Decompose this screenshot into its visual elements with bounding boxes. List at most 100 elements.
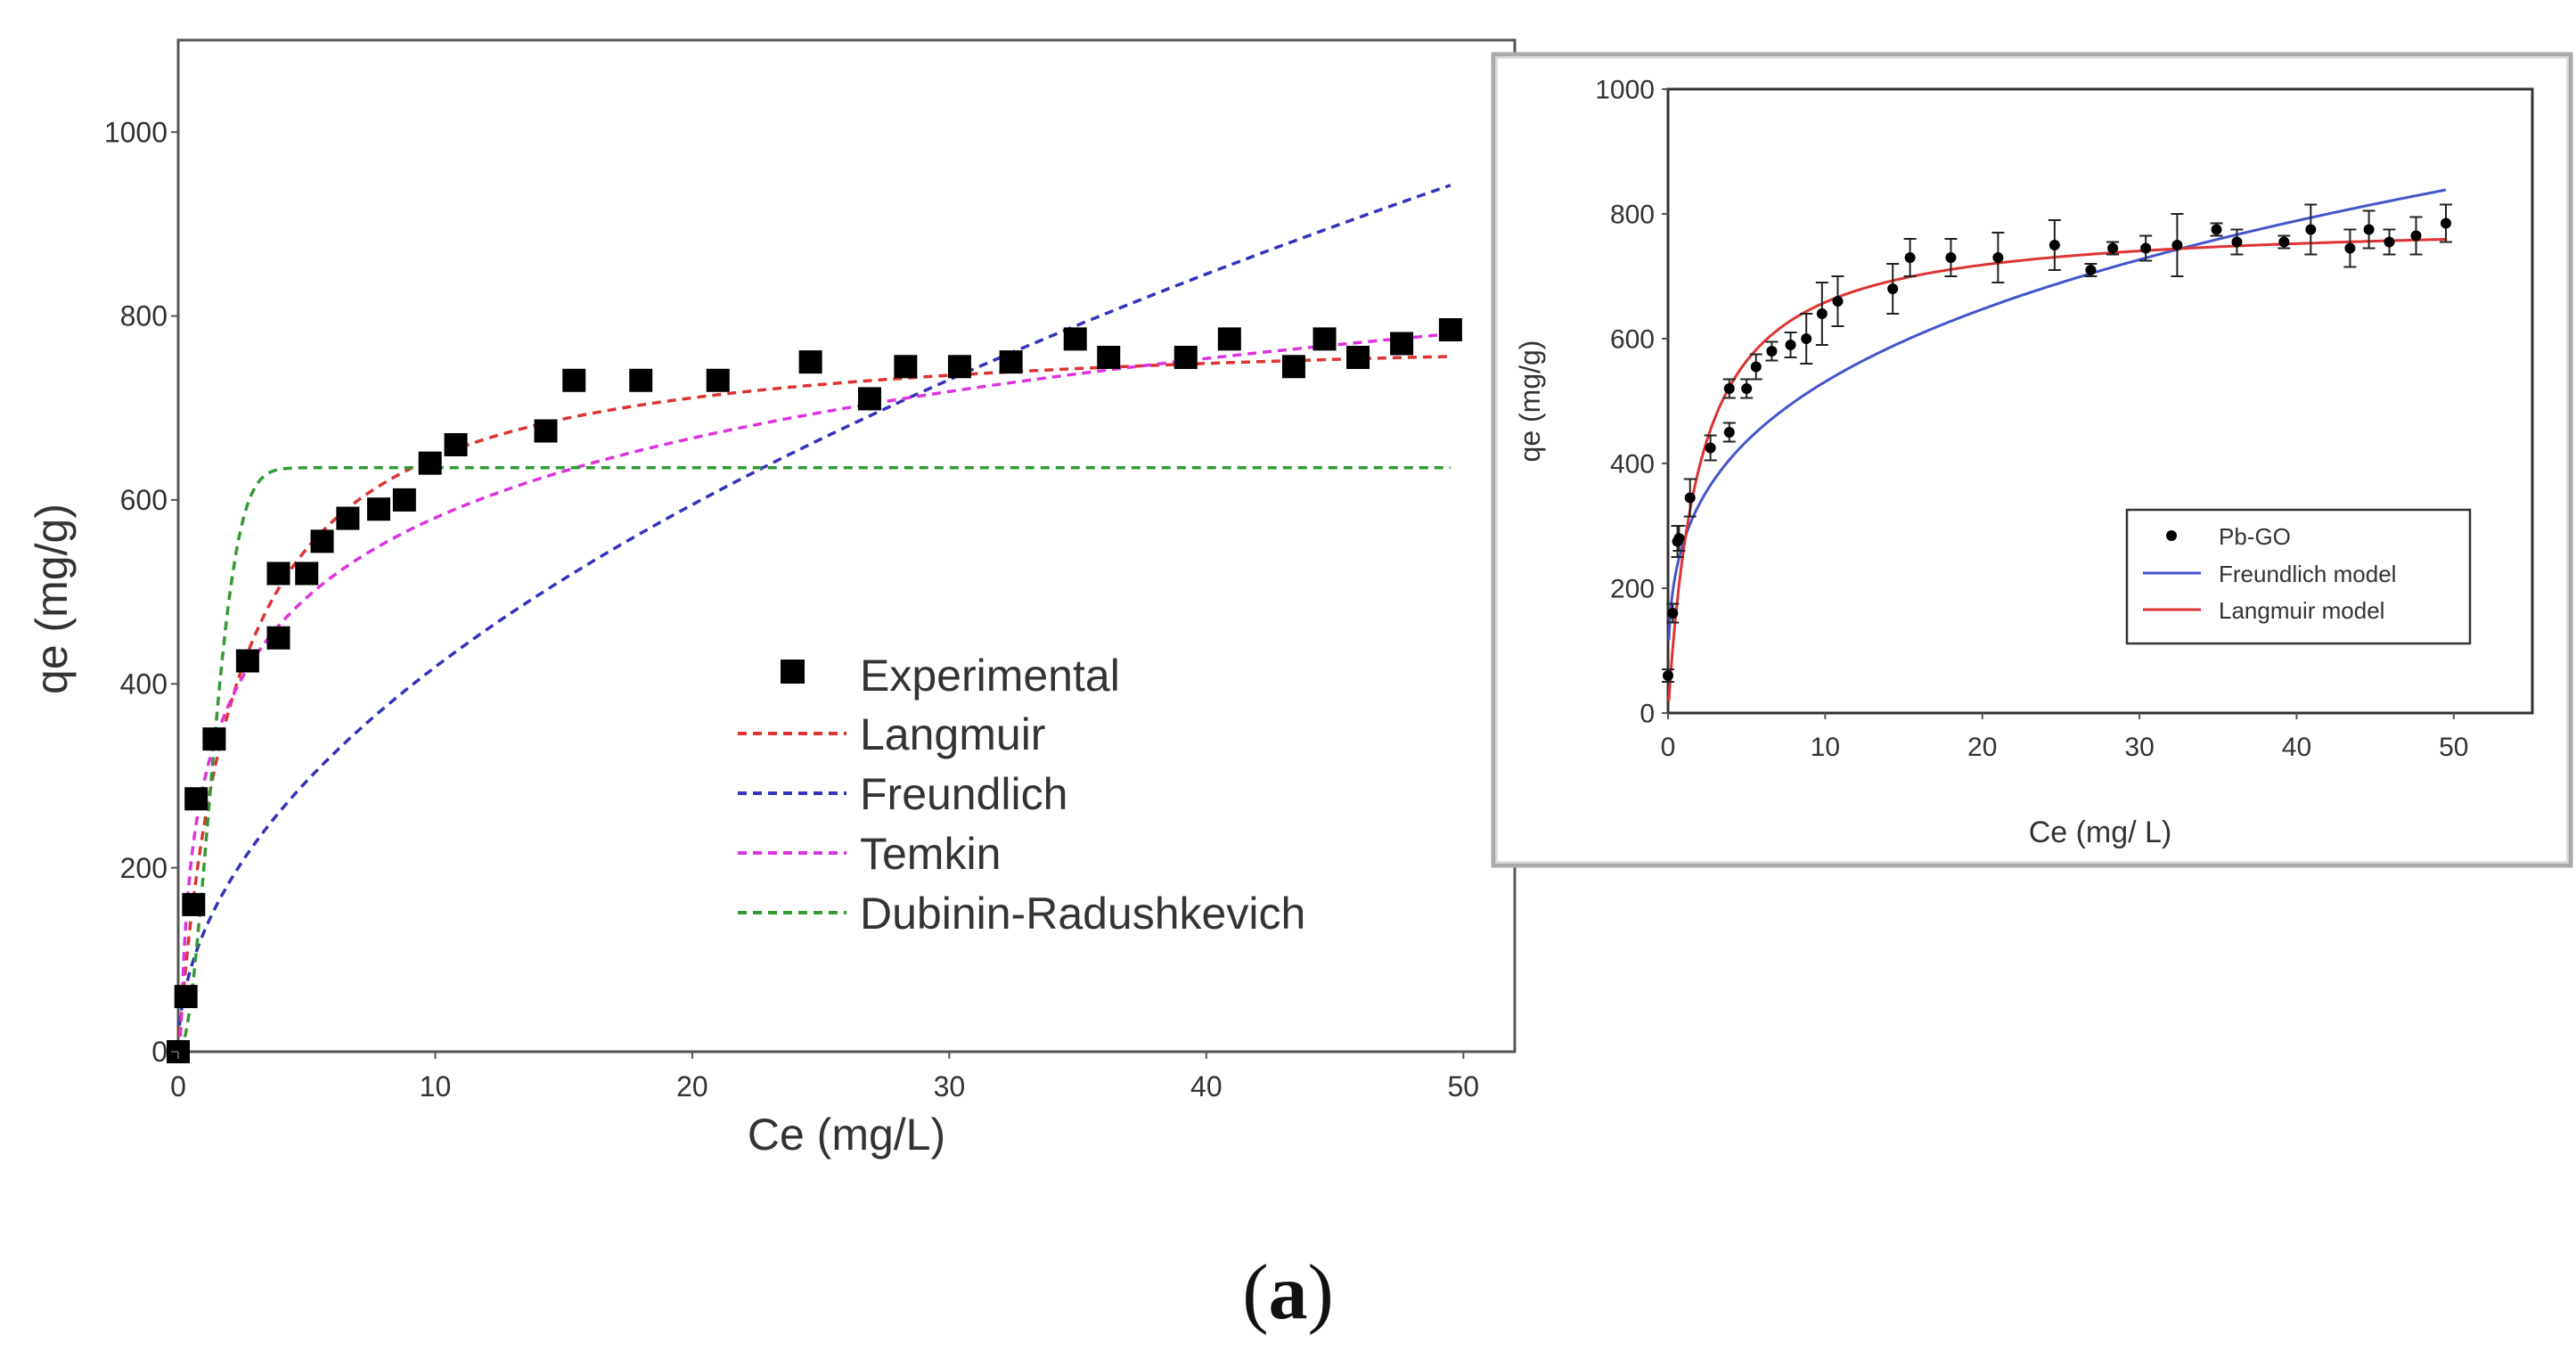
data-point xyxy=(2140,242,2152,254)
data-point xyxy=(562,368,586,392)
data-point xyxy=(1887,283,1899,294)
x-tick-label: 20 xyxy=(676,1070,708,1103)
x-tick-label: 0 xyxy=(170,1070,186,1103)
y-tick-label: 600 xyxy=(120,484,168,516)
data-point xyxy=(1723,427,1735,438)
data-point xyxy=(1313,327,1337,351)
y-tick-label: 1000 xyxy=(1595,76,1655,105)
data-point xyxy=(184,787,209,811)
data-point xyxy=(310,529,334,553)
data-point xyxy=(629,368,653,392)
data-point xyxy=(336,506,360,530)
data-point xyxy=(1663,670,1673,681)
y-tick-label: 200 xyxy=(120,852,168,884)
data-point xyxy=(1390,332,1414,356)
legend-label-dubinin-radushkevich: Dubinin-Radushkevich xyxy=(860,889,1305,939)
data-point xyxy=(1832,296,1844,307)
data-point xyxy=(1801,333,1812,344)
legend-label-experimental: Experimental xyxy=(860,651,1120,701)
data-point xyxy=(1766,346,1778,357)
x-tick-label: 10 xyxy=(1811,733,1840,762)
data-point xyxy=(266,562,290,586)
x-tick-label: 30 xyxy=(2124,733,2154,762)
x-tick-label: 40 xyxy=(2282,733,2311,762)
data-point xyxy=(1750,361,1762,373)
x-tick-label: 30 xyxy=(934,1070,966,1103)
data-point xyxy=(1438,318,1462,342)
data-point xyxy=(2107,242,2119,254)
data-point xyxy=(2410,230,2422,242)
data-point xyxy=(418,451,442,475)
freundlich-model-curve xyxy=(1667,188,2447,641)
data-point xyxy=(1741,383,1753,394)
y-tick-label: 0 xyxy=(151,1036,168,1068)
data-point xyxy=(2441,217,2451,229)
inset-tick-labels: 0 10 20 30 40 50 0 200 400 600 800 1000 xyxy=(1595,76,2468,763)
data-point xyxy=(534,419,558,443)
data-point xyxy=(202,727,226,751)
legend-label-pb-go: Pb-GO xyxy=(2219,523,2291,550)
data-point xyxy=(295,562,319,586)
y-tick-label: 1000 xyxy=(104,116,168,148)
x-tick-label: 0 xyxy=(1661,733,1676,762)
legend-marker-pb-go xyxy=(2166,530,2177,541)
legend-label-langmuir-model: Langmuir model xyxy=(2219,597,2384,624)
y-tick-label: 0 xyxy=(1640,700,1655,729)
data-point xyxy=(706,368,730,392)
y-tick-label: 800 xyxy=(1610,201,1655,230)
data-point xyxy=(857,387,881,411)
data-point xyxy=(1945,252,1957,263)
data-point xyxy=(1281,355,1305,379)
data-point xyxy=(1174,345,1198,369)
data-point xyxy=(174,985,198,1009)
data-point xyxy=(2231,236,2243,248)
main-chart: 0 10 20 30 40 50 0 200 400 600 800 1000 Ce (mg/L) q… xyxy=(27,38,1517,1160)
data-point xyxy=(182,892,206,916)
inset-x-axis-title: Ce (mg/ L) xyxy=(2029,816,2172,849)
figure-caption: (a) xyxy=(1242,1250,1334,1336)
y-tick-label: 200 xyxy=(1610,575,1655,604)
x-tick-label: 20 xyxy=(1967,733,1997,762)
x-tick-label: 50 xyxy=(2439,733,2468,762)
y-tick-label: 800 xyxy=(120,300,168,332)
data-point xyxy=(1346,345,1370,369)
data-point xyxy=(2085,265,2097,275)
data-point xyxy=(1904,252,1916,263)
inset-error-bars xyxy=(1662,203,2452,683)
data-point xyxy=(1063,327,1087,351)
legend-marker-experimental xyxy=(781,660,805,684)
x-tick-label: 40 xyxy=(1190,1070,1223,1103)
inset-model-curves xyxy=(1667,188,2447,701)
data-point xyxy=(266,626,290,650)
temkin-curve xyxy=(177,332,1452,1053)
data-point xyxy=(2278,236,2290,248)
data-point xyxy=(2211,224,2222,235)
data-point xyxy=(1684,492,1696,504)
data-point xyxy=(2305,224,2317,235)
data-point xyxy=(947,355,971,379)
data-point xyxy=(1816,308,1828,319)
data-point xyxy=(1723,383,1735,394)
main-experimental-markers xyxy=(167,318,1462,1063)
legend-label-freundlich-model: Freundlich model xyxy=(2219,561,2396,587)
data-point xyxy=(2363,224,2375,235)
inset-legend-box xyxy=(2125,508,2472,645)
main-x-axis-title: Ce (mg/L) xyxy=(748,1110,945,1160)
data-point xyxy=(894,355,918,379)
x-tick-label: 50 xyxy=(1448,1070,1480,1103)
inset-legend: Pb-GO Freundlich model Langmuir model xyxy=(2125,508,2472,645)
data-point xyxy=(1217,327,1241,351)
data-point xyxy=(2344,242,2356,254)
main-y-axis-title: qe (mg/g) xyxy=(27,504,77,694)
dubinin-radushkevich-curve xyxy=(177,466,1451,1053)
langmuir-model-curve xyxy=(1667,238,2446,701)
y-tick-label: 400 xyxy=(1610,450,1655,480)
data-point xyxy=(1992,252,2004,263)
data-point xyxy=(1097,345,1121,369)
data-point xyxy=(444,433,468,456)
inset-pb-go-markers xyxy=(1663,217,2451,681)
freundlich-curve xyxy=(177,184,1452,1026)
data-point xyxy=(2384,236,2395,248)
